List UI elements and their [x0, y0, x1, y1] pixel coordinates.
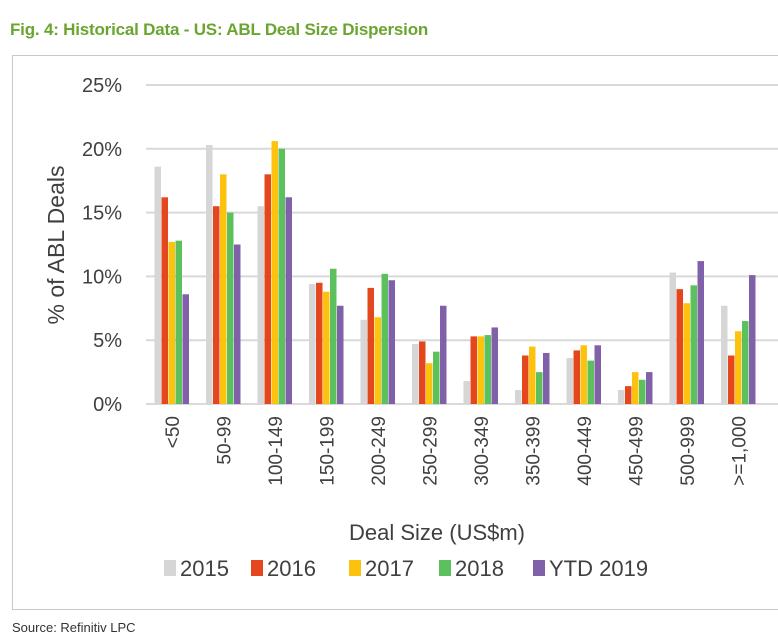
legend-label: 2015 — [180, 556, 229, 581]
x-tick-label: 400-449 — [575, 416, 596, 486]
bar — [529, 346, 536, 404]
y-tick-label: 5% — [93, 330, 122, 352]
bar — [309, 284, 316, 404]
bar — [381, 273, 388, 404]
bar — [182, 294, 189, 404]
bar — [285, 197, 292, 404]
bar — [522, 355, 529, 404]
x-tick-label: 350-399 — [524, 416, 545, 486]
x-tick-label: 300-349 — [472, 416, 493, 486]
legend: 2015 2016 2017 2018 YTD 2019 — [164, 556, 648, 581]
y-tick-label: 25% — [82, 75, 122, 97]
bar — [412, 344, 419, 404]
bar — [367, 287, 374, 404]
bars — [154, 141, 756, 405]
bar — [573, 350, 580, 404]
bar — [536, 372, 543, 404]
bar — [470, 336, 477, 404]
y-tick-label: 0% — [93, 394, 122, 416]
bar — [543, 352, 550, 404]
bar — [323, 291, 330, 404]
figure-title: Fig. 4: Historical Data - US: ABL Deal S… — [10, 20, 429, 39]
x-tick-label: >=1,000 — [730, 416, 751, 486]
bar — [257, 206, 264, 404]
bar — [374, 317, 381, 404]
source-note: Source: Refinitiv LPC — [12, 620, 136, 635]
y-tick-labels: 0% 5% 10% 15% 20% 25% — [82, 75, 122, 416]
bar — [587, 360, 594, 404]
bar — [227, 212, 234, 404]
x-tick-label: 500-999 — [678, 416, 699, 486]
bar — [388, 280, 395, 404]
bar — [433, 351, 440, 404]
bar — [316, 282, 323, 404]
bar — [646, 372, 653, 404]
bar — [491, 327, 498, 404]
legend-swatch — [533, 560, 545, 576]
bar — [618, 389, 625, 404]
bar — [721, 305, 728, 404]
bar — [735, 331, 742, 404]
bar — [484, 335, 491, 404]
legend-label: 2016 — [267, 556, 316, 581]
bar — [566, 358, 573, 404]
x-tick-label: <50 — [163, 416, 184, 448]
bar — [154, 166, 161, 404]
legend-swatch — [439, 560, 451, 576]
bar — [360, 319, 367, 404]
bar — [426, 363, 433, 404]
bar-chart: 0% 5% 10% 15% 20% 25% <50 50-99 100-149 150-199 2… — [43, 75, 778, 581]
bar — [234, 244, 241, 404]
bar — [676, 289, 683, 404]
x-tick-label: 250-299 — [421, 416, 442, 486]
bar — [175, 240, 182, 404]
bar — [742, 321, 749, 404]
bar — [639, 379, 646, 404]
bar — [515, 389, 522, 404]
x-tick-label: 200-249 — [369, 416, 390, 486]
legend-swatch — [349, 560, 361, 576]
bar — [213, 206, 220, 404]
x-tick-label: 150-199 — [318, 416, 339, 486]
y-tick-label: 15% — [82, 203, 122, 225]
bar — [669, 272, 676, 404]
x-tick-label: 450-499 — [627, 416, 648, 486]
bar — [161, 197, 168, 404]
bar — [749, 275, 756, 404]
bar — [683, 303, 690, 404]
bar — [728, 355, 735, 404]
bar — [271, 141, 278, 405]
legend-swatch — [251, 560, 263, 576]
bar — [264, 174, 271, 404]
x-axis-label: Deal Size (US$m) — [349, 520, 525, 545]
bar — [477, 336, 484, 404]
bar — [697, 261, 704, 404]
y-tick-label: 10% — [82, 266, 122, 288]
y-tick-label: 20% — [82, 139, 122, 161]
bar — [463, 381, 470, 404]
bar — [419, 341, 426, 404]
bar — [580, 345, 587, 404]
y-axis-label: % of ABL Deals — [43, 166, 69, 325]
x-tick-label: 50-99 — [215, 416, 236, 465]
gridlines — [146, 84, 778, 405]
x-tick-labels: <50 50-99 100-149 150-199 200-249 250-299 300-… — [163, 416, 751, 486]
bar — [440, 305, 447, 404]
legend-swatch — [164, 560, 176, 576]
bar — [594, 345, 601, 404]
legend-label: 2017 — [365, 556, 414, 581]
bar — [278, 148, 285, 404]
bar — [330, 268, 337, 404]
bar — [220, 174, 227, 404]
bar — [632, 372, 639, 404]
legend-label: YTD 2019 — [549, 556, 648, 581]
bar — [337, 305, 344, 404]
x-tick-label: 100-149 — [266, 416, 287, 486]
bar — [625, 386, 632, 404]
legend-label: 2018 — [455, 556, 504, 581]
bar — [206, 144, 213, 405]
bar — [168, 241, 175, 404]
bar — [690, 285, 697, 404]
